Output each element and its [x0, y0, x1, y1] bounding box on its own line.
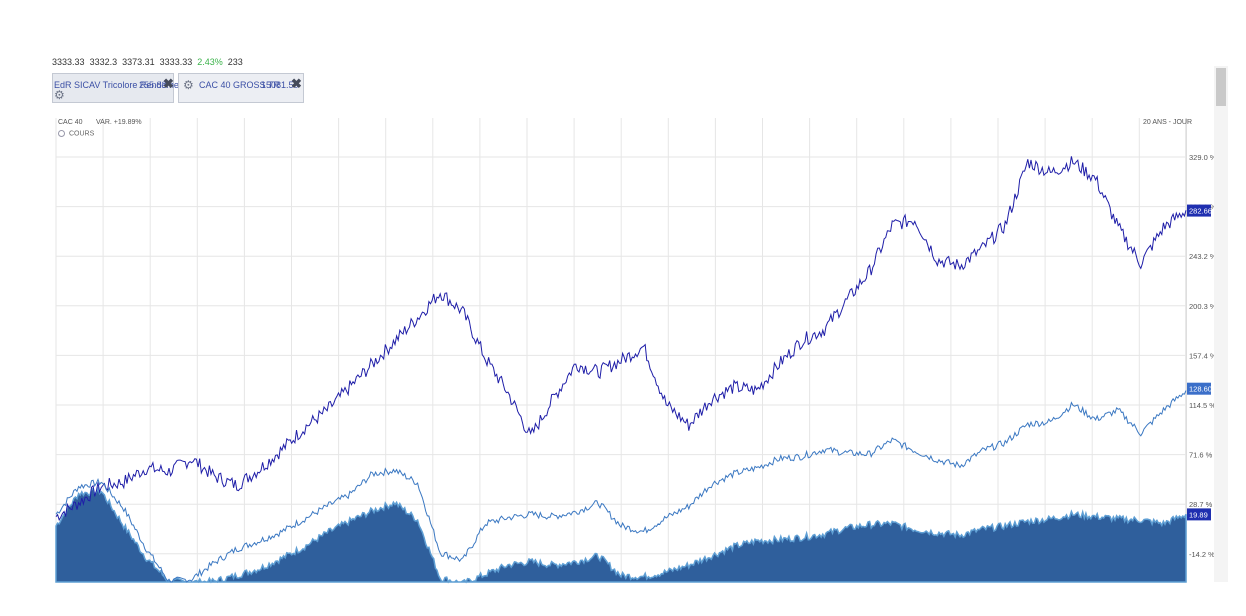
- y-tick-label: 157.4 %: [1189, 351, 1217, 360]
- var-label: VAR.: [96, 119, 112, 126]
- variation: VAR. +19.89%: [96, 119, 142, 126]
- tab-cac40-gross[interactable]: ⚙ CAC 40 GROSS TR 15081.50 ✖: [178, 73, 304, 103]
- scrollbar[interactable]: [1214, 66, 1228, 582]
- y-tick-label: 114.5 %: [1189, 401, 1216, 410]
- gear-icon[interactable]: ⚙: [54, 88, 65, 102]
- close-icon[interactable]: ✖: [291, 76, 302, 91]
- last-value-badge: [1187, 204, 1211, 217]
- line-series-1: [55, 390, 1187, 583]
- chart-grid: [55, 118, 1187, 582]
- y-tick-label: 243.2 %: [1189, 252, 1217, 261]
- gear-icon[interactable]: ⚙: [183, 78, 194, 92]
- tab-value: 255.83: [139, 80, 167, 90]
- area-series: [55, 486, 1187, 584]
- y-tick-label: 200.3 %: [1189, 302, 1217, 311]
- scrollbar-thumb[interactable]: [1216, 68, 1226, 106]
- area-series-cac40: [55, 486, 1187, 584]
- tab-value: 15081.50: [261, 80, 299, 90]
- last-value-badges: 282.66 128.60 19.89: [1187, 204, 1212, 521]
- last-value-badge: [1187, 508, 1211, 521]
- var-value: +19.89%: [113, 119, 142, 126]
- y-tick-label: -14.2 %: [1189, 550, 1215, 559]
- quote-strip: 3333.33 3332.3 3373.31 3333.33 2.43% 233: [52, 58, 243, 66]
- y-tick-label: 329.0 %: [1189, 153, 1217, 162]
- index-name: CAC 40: [58, 119, 83, 126]
- period-selector[interactable]: 20 ANS - JOUR: [1143, 119, 1193, 126]
- line-series: [55, 156, 1187, 583]
- tab-label: CAC 40 GROSS TR: [199, 80, 280, 90]
- legend-dot-icon: [58, 130, 65, 137]
- close-icon[interactable]: ✖: [163, 76, 174, 91]
- tab-label: EdR SICAV Tricolore Rendement C: [54, 80, 196, 90]
- last-value-label: 19.89: [1189, 510, 1208, 519]
- y-tick-label: 28.7 %: [1189, 500, 1213, 509]
- legend: COURS: [58, 130, 94, 137]
- last-value-label: 282.66: [1189, 207, 1212, 216]
- last-value-label: 128.60: [1189, 385, 1212, 394]
- legend-label: COURS: [69, 130, 95, 138]
- last-value-badge: [1187, 382, 1211, 395]
- line-series-0: [55, 156, 1187, 522]
- tab-edr-sicav[interactable]: EdR SICAV Tricolore Rendement C 255.83 ✖…: [52, 73, 195, 103]
- y-tick-label: 71.6 %: [1189, 451, 1213, 460]
